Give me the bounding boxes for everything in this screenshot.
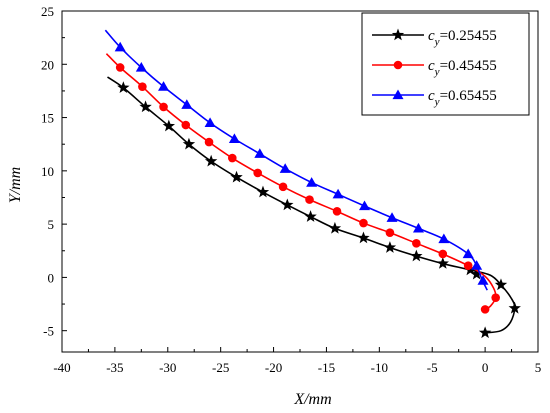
data-point-triangle: [181, 99, 193, 109]
data-point-circle: [412, 239, 421, 248]
data-point-star: [470, 267, 483, 280]
x-tick-label: 5: [535, 360, 542, 375]
data-point-triangle: [204, 117, 216, 128]
y-tick-label: 20: [41, 57, 54, 72]
data-point-star: [304, 210, 317, 222]
x-tick-label: 0: [482, 360, 489, 375]
series-3: [104, 29, 489, 291]
data-point-circle: [138, 82, 147, 91]
data-point-star: [357, 231, 370, 244]
data-point-star: [162, 119, 176, 132]
data-point-circle: [181, 120, 191, 130]
data-point-circle: [253, 168, 262, 178]
data-point-triangle: [279, 163, 291, 173]
data-point-triangle: [412, 222, 424, 233]
data-point-circle: [115, 63, 125, 72]
legend-marker-star: [391, 28, 405, 41]
x-tick-label: -15: [318, 360, 335, 375]
data-point-triangle: [228, 133, 240, 143]
data-point-star: [383, 241, 397, 253]
series-2: [105, 53, 500, 314]
x-axis-title: X/mm: [293, 391, 331, 408]
data-point-triangle: [135, 61, 147, 72]
data-point-triangle: [438, 233, 450, 244]
data-point-star: [256, 185, 270, 198]
y-tick-label: 10: [41, 164, 54, 179]
plot-frame: [61, 10, 539, 353]
data-point-star: [494, 278, 508, 291]
x-tick-label: -35: [106, 360, 123, 375]
x-tick-label: -5: [427, 360, 438, 375]
data-point-star: [436, 257, 449, 269]
legend-label: cy=0.45455: [428, 58, 497, 78]
data-point-circle: [463, 261, 473, 270]
legend-box: [361, 12, 530, 116]
data-point-circle: [278, 182, 288, 192]
legend-label: cy=0.25455: [428, 28, 497, 48]
data-point-circle: [438, 249, 448, 259]
axis-ticks: -40 -35 -30 -25 -20 -15 -10 -5 0 5 -5 0 5 10 15 20 25: [41, 4, 541, 375]
y-tick-label: 0: [48, 270, 55, 285]
data-point-circle: [159, 102, 168, 112]
series-1: [107, 76, 521, 339]
data-point-star: [328, 221, 342, 234]
data-point-circle: [204, 137, 214, 147]
data-point-circle: [305, 195, 314, 204]
y-tick-label: 5: [48, 217, 55, 232]
data-point-triangle: [477, 275, 489, 285]
data-point-triangle: [114, 41, 126, 52]
data-point-star: [281, 198, 294, 211]
data-point-triangle: [359, 200, 371, 211]
x-tick-label: -20: [265, 360, 282, 375]
legend-label: cy=0.65455: [428, 88, 497, 108]
y-axis-title: Y/mm: [7, 167, 24, 203]
data-point-triangle: [471, 260, 483, 270]
data-point-circle: [228, 153, 237, 163]
y-tick-label: -5: [43, 324, 54, 339]
data-point-circle: [332, 207, 342, 216]
data-point-triangle: [306, 177, 318, 187]
legend-marker-triangle: [392, 89, 404, 100]
x-tick-label: -30: [159, 360, 176, 375]
data-point-circle: [480, 305, 490, 314]
legend: cy=0.25455 cy=0.45455 cy=0.65455: [361, 12, 530, 116]
data-point-triangle: [158, 81, 170, 91]
legend-entry: cy=0.25455: [372, 28, 497, 48]
data-point-star: [508, 301, 521, 314]
data-point-circle: [385, 228, 395, 237]
data-point-circle: [491, 293, 500, 302]
y-tick-label: 15: [41, 111, 54, 126]
x-tick-label: -25: [212, 360, 229, 375]
data-point-star: [117, 81, 130, 93]
data-point-triangle: [462, 248, 474, 259]
legend-entry: cy=0.45455: [372, 58, 497, 78]
series-layer: [104, 29, 521, 339]
legend-marker-circle: [393, 60, 403, 70]
data-point-triangle: [386, 212, 398, 222]
x-tick-label: -40: [53, 360, 70, 375]
x-tick-label: -10: [371, 360, 388, 375]
data-point-triangle: [254, 148, 266, 158]
data-point-star: [410, 249, 423, 262]
legend-entry: cy=0.65455: [372, 88, 497, 108]
data-point-circle: [359, 218, 368, 228]
data-point-star: [204, 154, 218, 167]
data-point-star: [139, 100, 152, 113]
data-point-star: [230, 170, 243, 183]
y-tick-label: 25: [41, 4, 54, 19]
data-point-star: [478, 326, 492, 339]
data-point-triangle: [332, 188, 344, 199]
data-point-star: [182, 137, 196, 150]
